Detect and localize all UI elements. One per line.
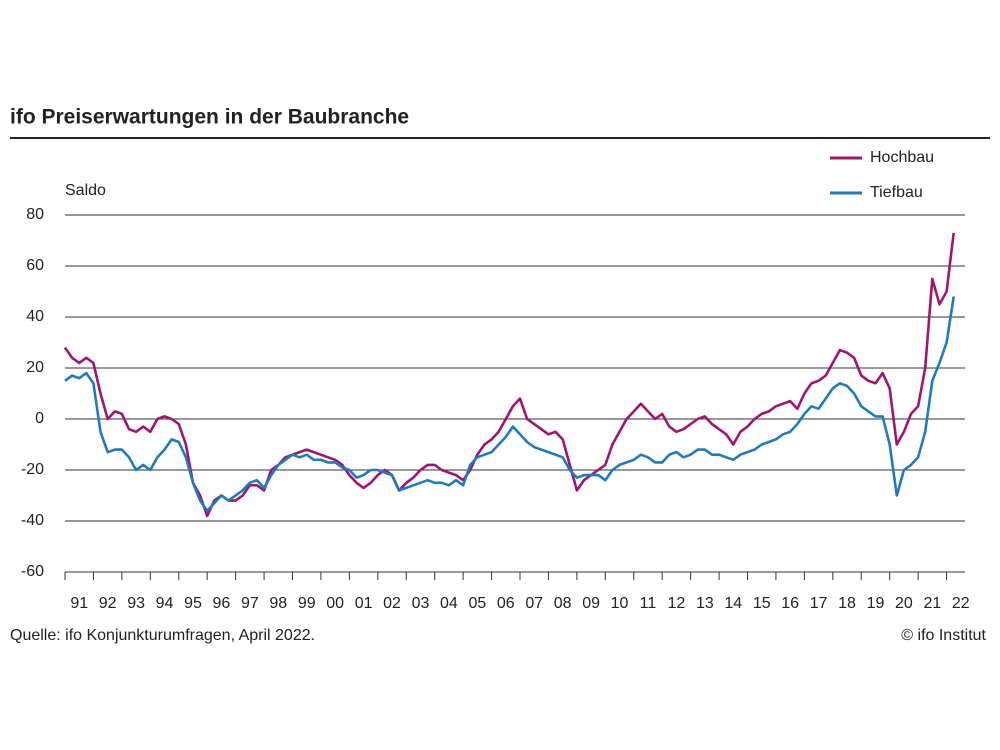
x-tick-label: 11 (640, 595, 657, 612)
x-tick-label: 94 (156, 595, 174, 612)
x-tick-label: 95 (184, 595, 202, 612)
x-tick-label: 16 (781, 595, 799, 612)
y-tick-label: 20 (26, 359, 44, 376)
x-tick-label: 13 (696, 595, 714, 612)
legend-label: Tiefbau (870, 184, 923, 201)
x-tick-label: 05 (468, 595, 486, 612)
x-tick-label: 97 (241, 595, 259, 612)
x-tick-label: 22 (952, 595, 970, 612)
copyright: © ifo Institut (901, 627, 986, 644)
x-tick-label: 09 (582, 595, 600, 612)
x-tick-label: 00 (326, 595, 344, 612)
source-note: Quelle: ifo Konjunkturumfragen, April 20… (10, 627, 315, 644)
x-tick-label: 12 (668, 595, 686, 612)
x-tick-label: 93 (127, 595, 145, 612)
x-tick-label: 91 (70, 595, 88, 612)
x-tick-label: 15 (753, 595, 771, 612)
x-tick-label: 98 (269, 595, 287, 612)
x-tick-label: 04 (440, 595, 458, 612)
y-tick-label: -60 (21, 563, 44, 580)
y-tick-label: 80 (26, 206, 44, 223)
x-tick-label: 19 (867, 595, 885, 612)
x-tick-label: 17 (810, 595, 828, 612)
x-tick-label: 99 (298, 595, 316, 612)
y-tick-label: -20 (21, 461, 44, 478)
line-series (63, 232, 955, 518)
x-tick-label: 20 (895, 595, 913, 612)
chart-title: ifo Preiserwartungen in der Baubranche (10, 106, 409, 129)
y-tick-label: -40 (21, 512, 44, 529)
x-tick-label: 06 (497, 595, 515, 612)
x-tick-label: 08 (554, 595, 572, 612)
x-tick-label: 02 (383, 595, 401, 612)
x-tick-label: 10 (611, 595, 629, 612)
y-tick-label: 40 (26, 308, 44, 325)
y-axis-label: Saldo (65, 182, 106, 199)
y-tick-label: 60 (26, 257, 44, 274)
line-series (64, 296, 955, 513)
x-tick-label: 18 (838, 595, 856, 612)
x-tick-label: 01 (355, 595, 373, 612)
legend-label: Hochbau (870, 149, 934, 166)
x-tick-label: 14 (724, 595, 742, 612)
x-tick-label: 03 (412, 595, 430, 612)
x-tick-label: 21 (923, 595, 941, 612)
y-tick-label: 0 (35, 410, 44, 427)
x-tick-label: 07 (525, 595, 543, 612)
x-tick-label: 96 (213, 595, 231, 612)
x-tick-label: 92 (99, 595, 117, 612)
